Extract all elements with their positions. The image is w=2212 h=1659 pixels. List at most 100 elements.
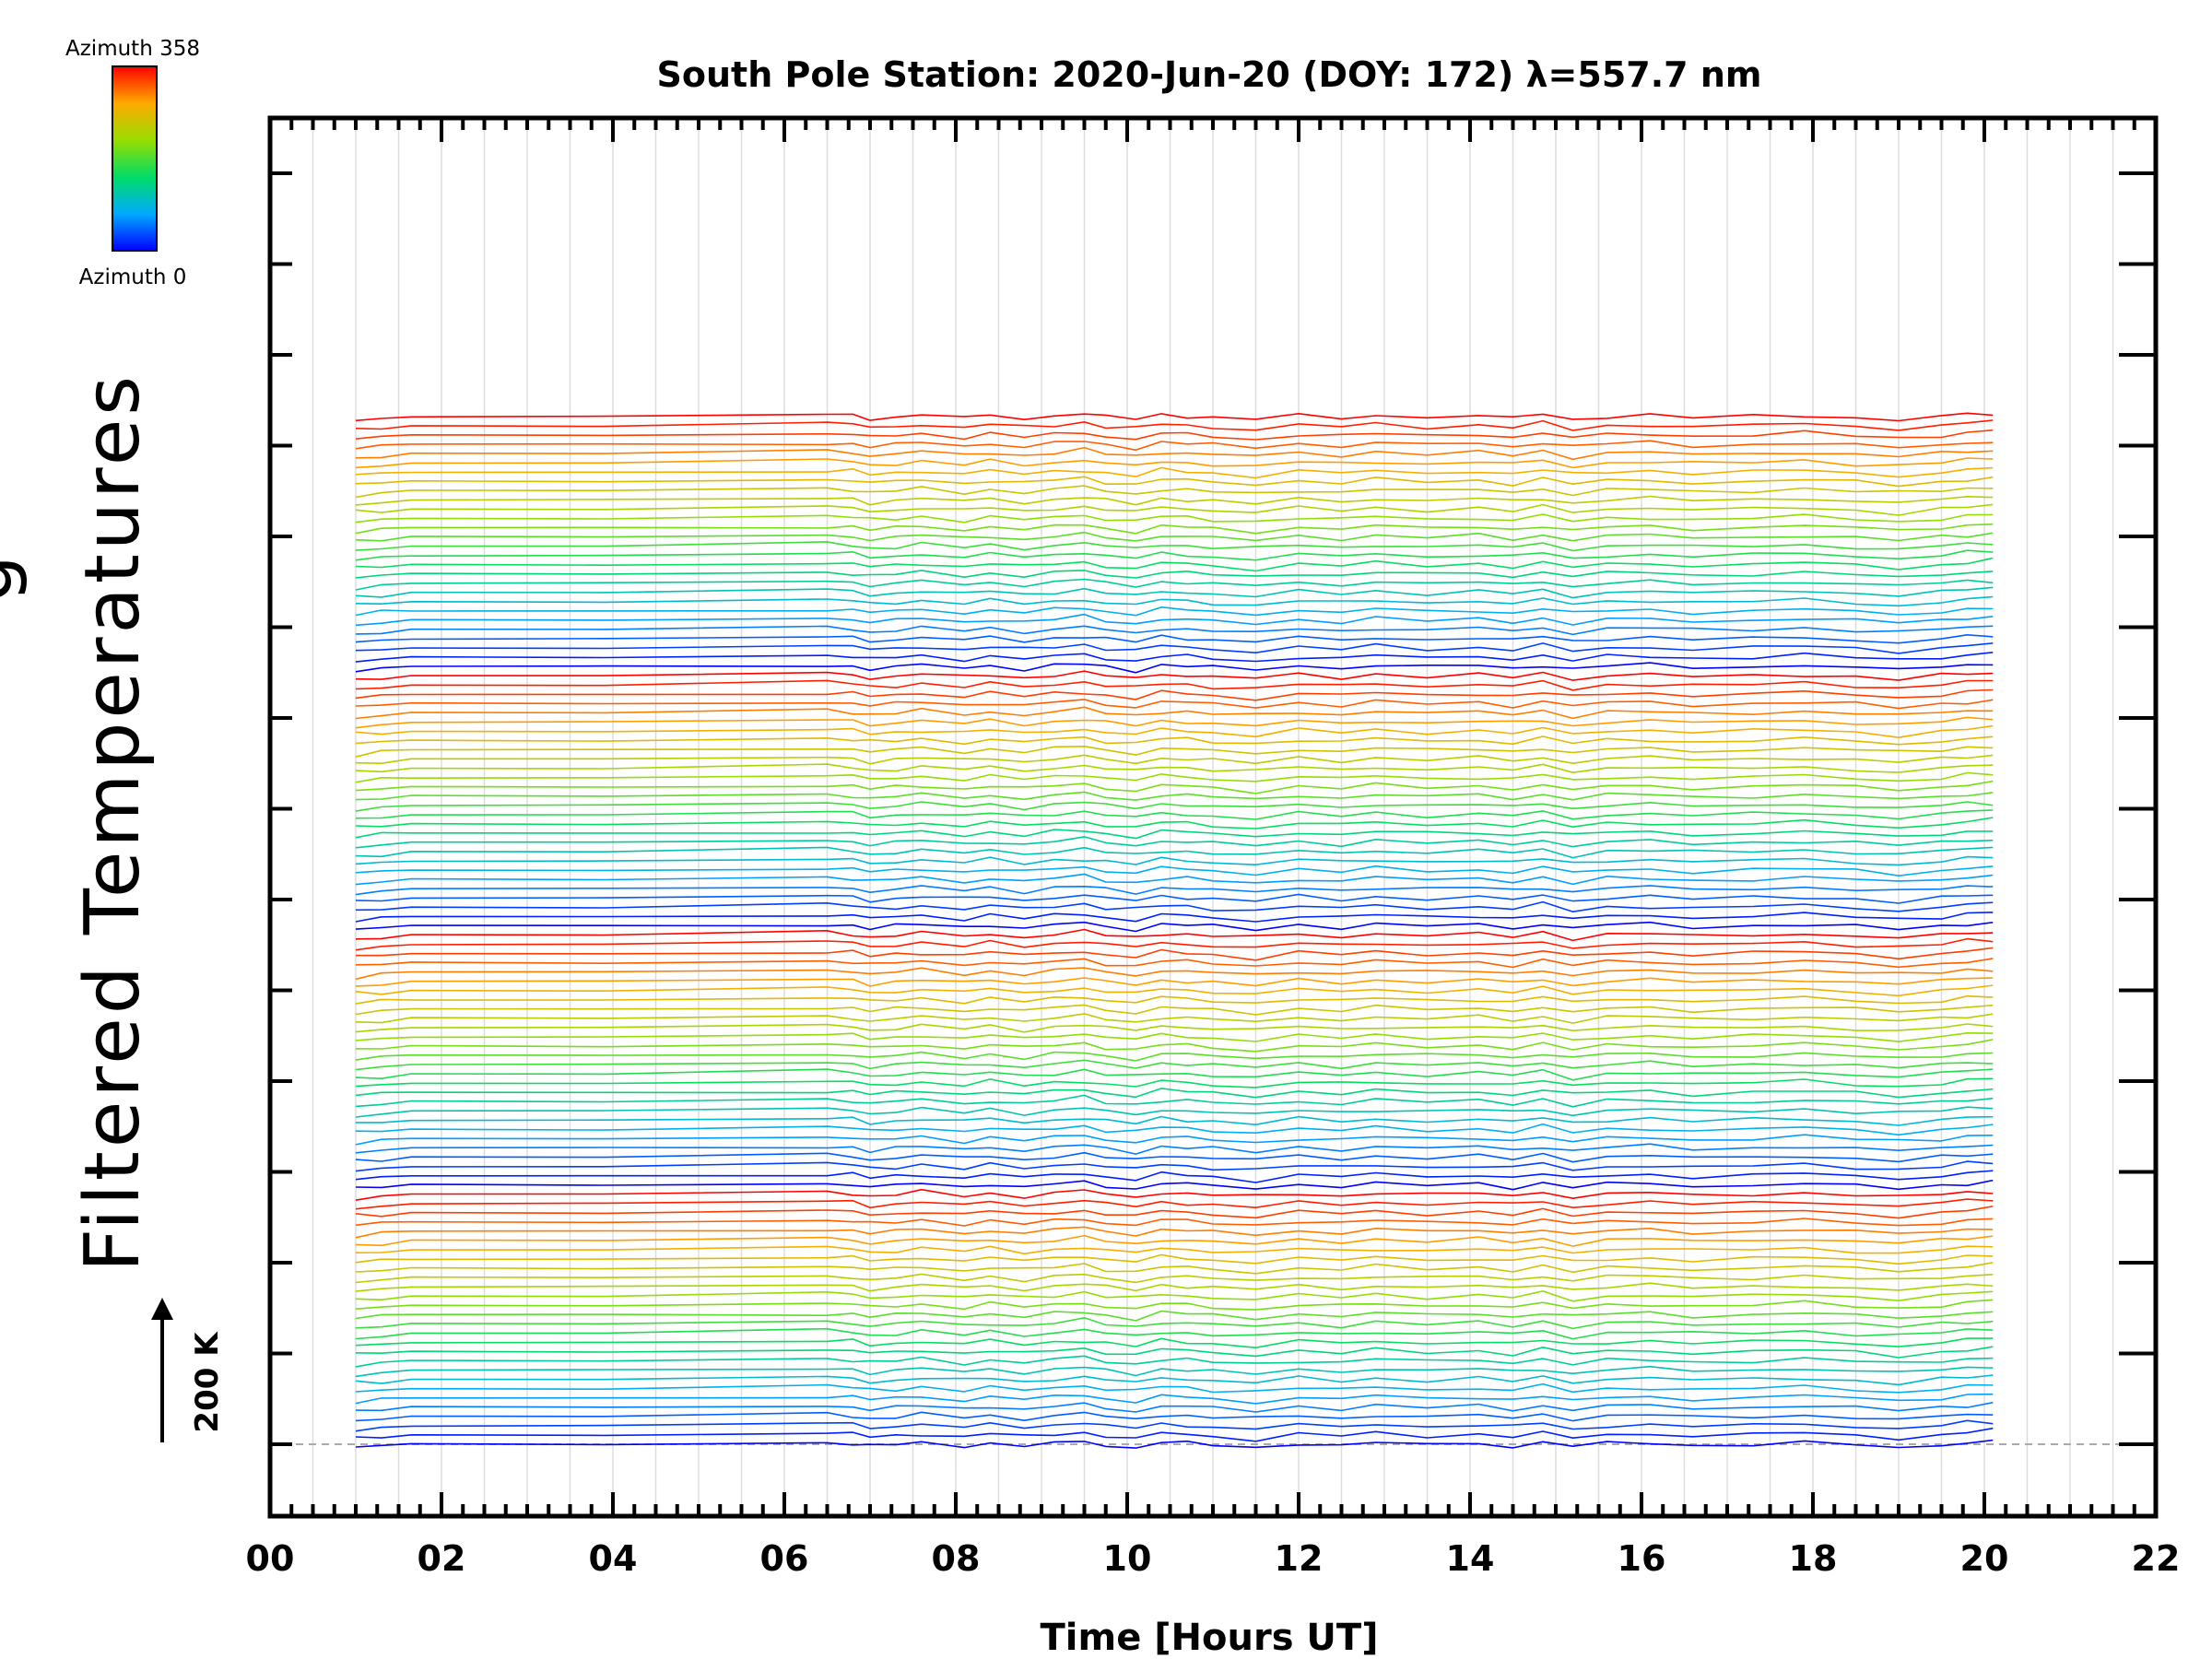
temperature-series-line xyxy=(355,1245,1994,1255)
temperature-series-line xyxy=(355,1039,1994,1053)
temperature-series-line xyxy=(355,1198,1994,1210)
temperature-series-line xyxy=(355,1088,1994,1099)
temperature-series-line xyxy=(355,1206,1994,1219)
temperature-series-line xyxy=(355,817,1994,830)
temperature-series-line xyxy=(355,1179,1994,1191)
temperature-series-line xyxy=(355,699,1994,710)
temperature-series-line xyxy=(355,1382,1994,1394)
temperature-series-line xyxy=(355,1151,1994,1163)
legend-bottom-label: Azimuth 0 xyxy=(79,265,187,289)
x-tick-label: 10 xyxy=(1103,1538,1152,1579)
temperature-series-line xyxy=(355,476,1994,488)
temperature-series-line xyxy=(355,928,1994,942)
temperature-series-line xyxy=(355,801,1994,812)
temperature-series-line xyxy=(355,873,1994,886)
temperature-series-line xyxy=(355,531,1994,542)
temperature-series-line xyxy=(355,977,1994,987)
temperature-series-line xyxy=(355,1317,1994,1330)
x-tick-label: 16 xyxy=(1618,1538,1666,1579)
temperature-series-line xyxy=(355,780,1994,794)
temperature-series-line xyxy=(355,1355,1994,1368)
temperature-series-line xyxy=(355,1273,1994,1284)
temperature-series-line xyxy=(355,1023,1994,1033)
temperature-series-line xyxy=(355,735,1994,746)
y-axis-label: Filtered Temperatures xyxy=(69,372,157,1272)
x-tick-label: 12 xyxy=(1275,1538,1324,1579)
temperature-series-line xyxy=(355,1419,1994,1432)
scale-arrow-head xyxy=(151,1298,173,1320)
azimuth-colorbar xyxy=(112,65,158,252)
temperature-series-line xyxy=(355,937,1994,951)
scale-indicator: 200 K xyxy=(151,1298,226,1442)
x-tick-label: 08 xyxy=(932,1538,981,1579)
temperature-series-line xyxy=(355,1439,1994,1449)
temperature-series-line xyxy=(355,1327,1994,1340)
temperature-series-line xyxy=(355,1106,1994,1118)
temperature-series-line xyxy=(355,716,1994,729)
temperature-series-line xyxy=(355,419,1994,431)
temperature-series xyxy=(355,412,1994,1449)
temperature-series-line xyxy=(355,1401,1994,1413)
x-axis-label: Time [Hours UT] xyxy=(1041,1617,1379,1659)
temperature-series-line xyxy=(355,541,1994,552)
temperature-series-line xyxy=(355,1253,1994,1265)
x-tick-labels: 00 02 04 06 08 10 12 14 16 18 20 22 xyxy=(246,1538,2181,1579)
vertical-grid xyxy=(312,118,2114,1516)
x-tick-label: 06 xyxy=(760,1538,809,1579)
temperature-series-line xyxy=(355,670,1994,681)
temperature-series-line xyxy=(355,633,1994,644)
temperature-series-line xyxy=(355,570,1994,579)
x-tick-label: 04 xyxy=(589,1538,638,1579)
legend-top-label: Azimuth 358 xyxy=(65,37,200,61)
temperature-series-line xyxy=(355,912,1994,923)
temperature-series-line xyxy=(355,1234,1994,1247)
temperature-series-line xyxy=(355,1123,1994,1136)
temperature-series-line xyxy=(355,557,1994,572)
temperature-series-line xyxy=(355,523,1994,535)
temperature-series-line xyxy=(355,809,1994,820)
temperature-series-line xyxy=(355,457,1994,469)
temperature-series-line xyxy=(355,440,1994,452)
temperature-series-line xyxy=(355,1188,1994,1201)
temperature-series-line xyxy=(355,1051,1994,1062)
temperature-series-line xyxy=(355,1068,1994,1081)
temperature-series-line xyxy=(355,706,1994,720)
temperature-series-line xyxy=(355,1393,1994,1405)
temperature-series-line xyxy=(355,466,1994,479)
azimuth-legend: Azimuth 358 Azimuth 0 xyxy=(65,37,200,289)
temperature-series-line xyxy=(355,1160,1994,1172)
temperature-series-line xyxy=(355,1282,1994,1292)
temperature-series-line xyxy=(355,412,1994,422)
temperature-series-line xyxy=(355,1170,1994,1183)
temperature-series-line xyxy=(355,1374,1994,1386)
temperature-series-line xyxy=(355,1059,1994,1071)
x-tick-label: 22 xyxy=(2132,1538,2181,1579)
temperature-series-line xyxy=(355,495,1994,506)
axis-ticks xyxy=(268,118,2158,1516)
temperature-series-line xyxy=(355,1346,1994,1359)
x-tick-label: 14 xyxy=(1446,1538,1495,1579)
temperature-series-line xyxy=(355,513,1994,524)
temperature-series-line xyxy=(355,724,1994,739)
temperature-series-line xyxy=(355,1134,1994,1146)
temperature-series-line xyxy=(355,1310,1994,1322)
temperature-series-line xyxy=(355,1218,1994,1227)
temperature-series-line xyxy=(355,549,1994,561)
temperature-series-line xyxy=(355,994,1994,1005)
temperature-series-line xyxy=(355,625,1994,636)
chart-title: South Pole Station: 2020-Jun-20 (DOY: 17… xyxy=(657,54,1762,95)
temperature-series-line xyxy=(355,586,1994,599)
temperature-series-line xyxy=(355,642,1994,654)
temperature-series-line xyxy=(355,958,1994,969)
temperature-series-line xyxy=(355,503,1994,516)
temperature-series-line xyxy=(355,836,1994,849)
temperature-series-line xyxy=(355,606,1994,617)
temperature-series-line xyxy=(356,1115,1994,1126)
temperature-series-line xyxy=(355,1226,1994,1239)
temperature-series-line xyxy=(355,595,1994,607)
temperature-series-line xyxy=(355,1290,1994,1302)
temperature-series-line xyxy=(355,1013,1994,1024)
temperature-series-line xyxy=(355,679,1994,691)
temperature-series-line xyxy=(355,1337,1994,1348)
